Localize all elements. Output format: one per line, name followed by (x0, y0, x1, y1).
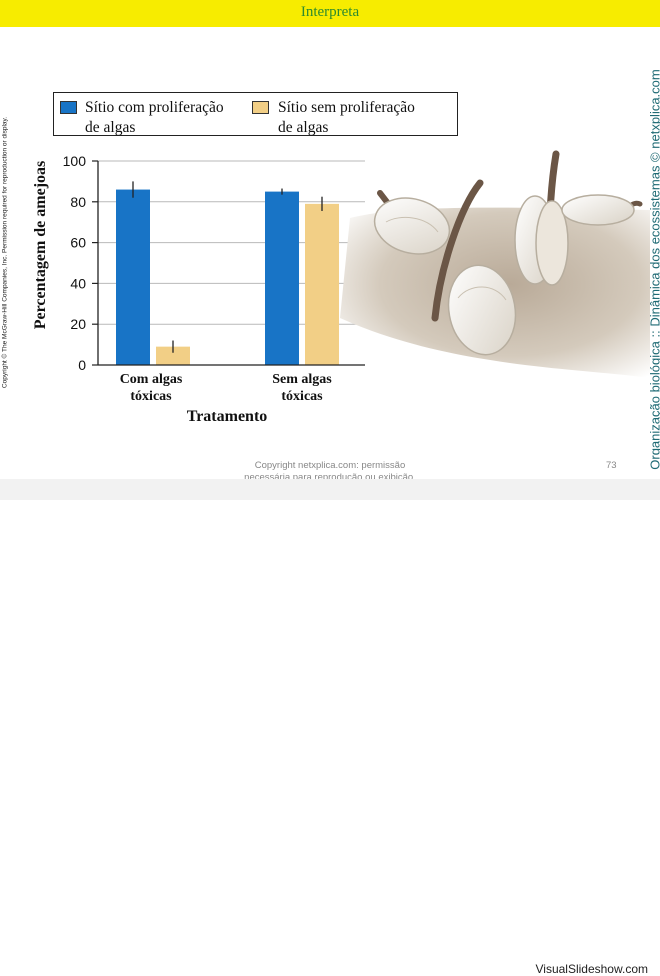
bar (116, 190, 150, 365)
x-axis-label: Tratamento (187, 408, 268, 425)
header-bar: Interpreta (0, 0, 660, 27)
x-category-label-1-line1: Com algas (120, 372, 183, 387)
x-category-label-2-line1: Sem algas (272, 372, 332, 387)
legend-swatch-bloom (60, 101, 77, 114)
y-tick-label: 100 (63, 153, 87, 169)
bottom-bar: VisualSlideshow.com (0, 479, 660, 500)
footer-line-1: Copyright netxplica.com: permissão (200, 460, 460, 472)
legend-label-no-bloom-line1: Sítio sem proliferação (278, 98, 415, 118)
x-category-label-2-line2: tóxicas (281, 389, 323, 404)
page-title: Interpreta (0, 4, 660, 21)
clams-illustration (330, 148, 650, 378)
legend-label-bloom-line1: Sítio com proliferação (85, 98, 224, 118)
page-number: 73 (606, 460, 617, 471)
legend-label-bloom: Sítio com proliferação de algas (85, 98, 224, 138)
legend-label-bloom-line2: de algas (85, 118, 224, 138)
y-tick-label: 0 (78, 357, 86, 373)
bar-chart: 0 20 40 60 80 100 Percentagem de amejoas Trat… (0, 140, 370, 440)
y-tick-label: 80 (70, 194, 86, 210)
y-axis-label: Percentagem de amejoas (32, 161, 49, 330)
y-tick-label: 40 (70, 275, 86, 291)
y-tick-label: 60 (70, 235, 86, 251)
chart-legend: Sítio com proliferação de algas Sítio se… (53, 92, 458, 136)
bars (116, 190, 339, 365)
bar (265, 192, 299, 365)
y-tick-label: 20 (70, 316, 86, 332)
legend-label-no-bloom-line2: de algas (278, 118, 415, 138)
legend-label-no-bloom: Sítio sem proliferação de algas (278, 98, 415, 138)
x-category-label-1-line2: tóxicas (130, 389, 172, 404)
legend-swatch-no-bloom (252, 101, 269, 114)
watermark-text: VisualSlideshow.com (535, 962, 648, 976)
